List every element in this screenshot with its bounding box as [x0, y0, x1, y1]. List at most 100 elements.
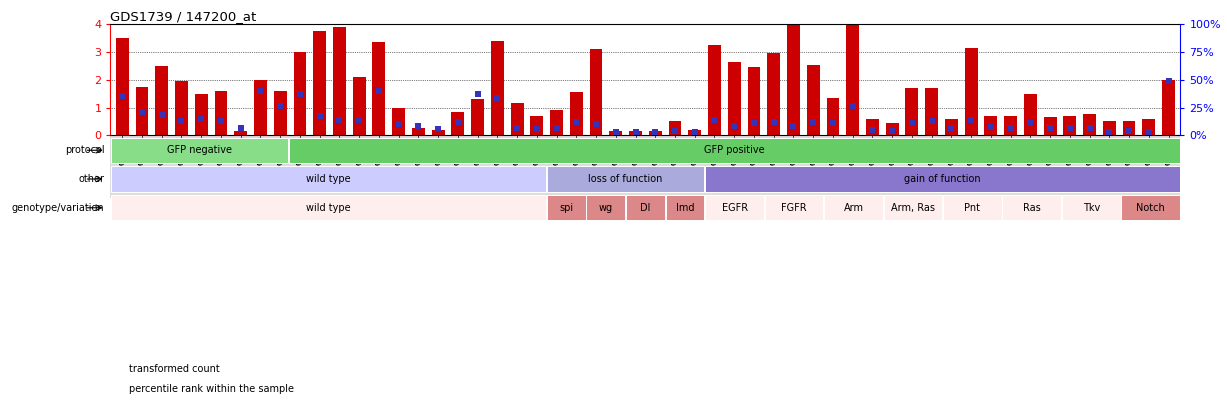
- Bar: [610, 131, 622, 135]
- Point: [587, 121, 606, 128]
- Bar: [156, 66, 168, 135]
- Point: [113, 93, 133, 100]
- Bar: [945, 119, 958, 135]
- Point: [231, 124, 250, 131]
- Point: [982, 124, 1001, 130]
- Bar: [728, 62, 741, 135]
- Bar: [550, 110, 563, 135]
- Bar: [1064, 116, 1076, 135]
- Bar: [1044, 117, 1056, 135]
- FancyBboxPatch shape: [825, 195, 882, 220]
- FancyBboxPatch shape: [883, 195, 942, 220]
- Text: loss of function: loss of function: [589, 174, 663, 184]
- Text: genotype/variation: genotype/variation: [12, 203, 104, 213]
- Point: [1139, 129, 1158, 135]
- Point: [823, 119, 843, 126]
- Text: GFP negative: GFP negative: [167, 145, 232, 155]
- Point: [310, 113, 330, 119]
- Point: [567, 119, 587, 125]
- Bar: [866, 119, 879, 135]
- Bar: [827, 98, 839, 135]
- FancyBboxPatch shape: [706, 195, 764, 220]
- Point: [606, 129, 626, 136]
- Point: [626, 129, 645, 136]
- Text: Imd: Imd: [676, 203, 694, 213]
- Bar: [510, 103, 524, 135]
- Bar: [274, 91, 287, 135]
- Point: [290, 90, 309, 97]
- Bar: [491, 41, 504, 135]
- Point: [172, 118, 191, 125]
- Bar: [886, 123, 898, 135]
- Bar: [234, 131, 247, 135]
- Bar: [906, 88, 918, 135]
- Text: Arm, Ras: Arm, Ras: [891, 203, 935, 213]
- Point: [961, 117, 980, 123]
- Bar: [925, 88, 939, 135]
- Bar: [1103, 122, 1115, 135]
- Point: [409, 123, 428, 130]
- FancyBboxPatch shape: [944, 195, 1001, 220]
- Text: EGFR: EGFR: [721, 203, 747, 213]
- Bar: [847, 21, 859, 135]
- Bar: [215, 91, 227, 135]
- Point: [211, 118, 231, 125]
- Point: [133, 109, 152, 115]
- FancyBboxPatch shape: [1121, 195, 1180, 220]
- Text: gain of function: gain of function: [904, 174, 980, 184]
- Text: Arm: Arm: [843, 203, 864, 213]
- FancyBboxPatch shape: [626, 195, 665, 220]
- Point: [1001, 124, 1021, 131]
- Point: [507, 125, 526, 132]
- FancyBboxPatch shape: [764, 195, 823, 220]
- Point: [863, 127, 882, 134]
- Text: wild type: wild type: [306, 174, 351, 184]
- Point: [921, 118, 941, 125]
- FancyBboxPatch shape: [587, 195, 626, 220]
- Point: [389, 121, 409, 128]
- Text: Ras: Ras: [1023, 203, 1040, 213]
- Text: Tkv: Tkv: [1082, 203, 1099, 213]
- Bar: [649, 131, 661, 135]
- Bar: [293, 52, 307, 135]
- Text: wild type: wild type: [306, 203, 351, 213]
- Bar: [1123, 122, 1135, 135]
- Bar: [373, 43, 385, 135]
- Bar: [333, 27, 346, 135]
- Bar: [136, 87, 148, 135]
- Bar: [1142, 119, 1155, 135]
- Bar: [569, 92, 583, 135]
- Point: [784, 123, 804, 130]
- Text: protocol: protocol: [65, 145, 104, 155]
- Point: [764, 119, 784, 125]
- Bar: [175, 81, 188, 135]
- Bar: [590, 49, 602, 135]
- FancyBboxPatch shape: [547, 195, 585, 220]
- Text: wg: wg: [599, 203, 612, 213]
- FancyBboxPatch shape: [547, 166, 704, 192]
- Point: [1119, 128, 1139, 134]
- Point: [350, 117, 369, 123]
- Point: [428, 126, 448, 132]
- Text: transformed count: transformed count: [129, 364, 220, 374]
- Bar: [747, 67, 761, 135]
- Text: other: other: [79, 174, 104, 184]
- Point: [685, 129, 704, 135]
- Bar: [629, 131, 642, 135]
- Bar: [669, 122, 681, 135]
- Bar: [115, 38, 129, 135]
- Point: [882, 128, 902, 134]
- Point: [547, 125, 567, 132]
- Point: [724, 122, 744, 129]
- Point: [1099, 129, 1119, 135]
- FancyBboxPatch shape: [110, 138, 288, 163]
- Bar: [1023, 94, 1037, 135]
- Text: GDS1739 / 147200_at: GDS1739 / 147200_at: [110, 10, 256, 23]
- Bar: [195, 94, 207, 135]
- Bar: [530, 116, 544, 135]
- Bar: [313, 31, 326, 135]
- Point: [1060, 125, 1080, 132]
- Point: [330, 117, 350, 123]
- FancyBboxPatch shape: [110, 195, 546, 220]
- Point: [704, 117, 724, 123]
